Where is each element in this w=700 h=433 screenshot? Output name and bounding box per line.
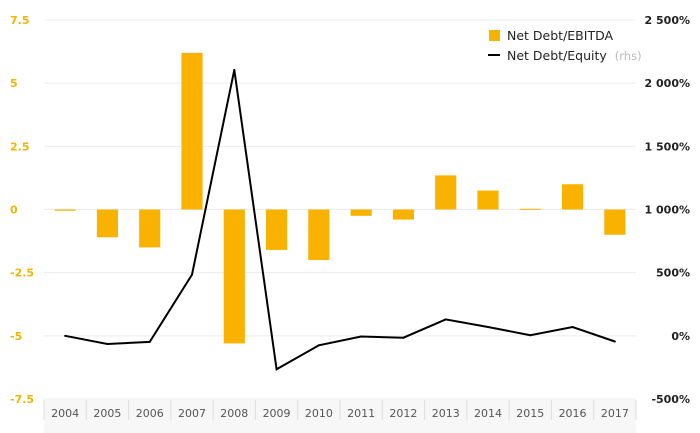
bar-2004 bbox=[54, 209, 76, 211]
x-tick-label-2005: 2005 bbox=[93, 407, 121, 420]
right-tick-label: 500% bbox=[656, 267, 690, 280]
line-point-2016 bbox=[571, 325, 574, 328]
left-tick-label: 2.5 bbox=[10, 140, 30, 153]
left-tick-label: -5 bbox=[10, 330, 22, 343]
x-tick-label-2014: 2014 bbox=[474, 407, 502, 420]
x-tick-label-2016: 2016 bbox=[559, 407, 587, 420]
left-tick-label: 0 bbox=[10, 204, 18, 217]
left-y-axis: 7.5 5 2.5 0 -2.5 -5 -7.5 bbox=[10, 14, 34, 406]
line-point-2015 bbox=[529, 334, 532, 337]
line-point-2017 bbox=[613, 340, 616, 343]
left-tick-label: 5 bbox=[10, 77, 18, 90]
legend-label-bar: Net Debt/EBITDA bbox=[507, 28, 613, 43]
line-path bbox=[64, 69, 616, 371]
bar-2017 bbox=[604, 209, 626, 235]
bar-2015 bbox=[519, 208, 541, 210]
legend: Net Debt/EBITDA Net Debt/Equity (rhs) bbox=[488, 28, 642, 63]
line-point-2009 bbox=[275, 368, 278, 371]
bar-2008 bbox=[223, 209, 245, 344]
right-tick-label: 2 000% bbox=[645, 77, 690, 90]
right-tick-label: -500% bbox=[651, 393, 690, 406]
right-tick-label: 1 500% bbox=[645, 140, 690, 153]
line-point-2013 bbox=[444, 318, 447, 321]
bar-2013 bbox=[435, 175, 457, 210]
bar-2016 bbox=[562, 184, 584, 210]
legend-label-line: Net Debt/Equity (rhs) bbox=[507, 48, 642, 63]
legend-label-line-suffix: (rhs) bbox=[615, 49, 642, 63]
bar-2010 bbox=[308, 209, 330, 261]
line-point-2011 bbox=[360, 335, 363, 338]
x-tick-label-2017: 2017 bbox=[601, 407, 629, 420]
x-tick-label-2012: 2012 bbox=[389, 407, 417, 420]
x-tick-label-2011: 2011 bbox=[347, 407, 375, 420]
x-tick-label-2013: 2013 bbox=[432, 407, 460, 420]
x-tick-label-2009: 2009 bbox=[263, 407, 291, 420]
line-point-2012 bbox=[402, 336, 405, 339]
line-point-2010 bbox=[317, 344, 320, 347]
x-tick-label-2007: 2007 bbox=[178, 407, 206, 420]
x-axis: 2004 2005 2006 2007 2008 2009 2010 2011 2012 2013… bbox=[43, 400, 637, 420]
x-tick-label-2008: 2008 bbox=[220, 407, 248, 420]
line-point-2007 bbox=[191, 273, 193, 276]
bar-2012 bbox=[392, 209, 414, 220]
bar-2005 bbox=[96, 209, 118, 238]
bar-2009 bbox=[266, 209, 288, 250]
legend-swatch-bar bbox=[489, 30, 500, 41]
x-tick-label-2010: 2010 bbox=[305, 407, 333, 420]
bar-2011 bbox=[350, 209, 372, 216]
x-tick-label-2015: 2015 bbox=[516, 407, 544, 420]
right-y-axis: 2 500% 2 000% 1 500% 1 000% 500% 0% -500% bbox=[645, 14, 690, 406]
line-point-2005 bbox=[106, 343, 109, 346]
line-point-2014 bbox=[487, 325, 489, 328]
line-series bbox=[64, 68, 616, 371]
line-point-2006 bbox=[148, 340, 151, 343]
bar-2006 bbox=[139, 209, 161, 248]
bar-2007 bbox=[181, 52, 203, 210]
left-tick-label: 7.5 bbox=[10, 14, 30, 27]
right-tick-label: 1 000% bbox=[645, 204, 690, 217]
x-tick-label-2006: 2006 bbox=[136, 407, 164, 420]
legend-label-line-name: Net Debt/Equity bbox=[507, 48, 607, 63]
left-tick-label: -7.5 bbox=[10, 393, 34, 406]
line-point-2008 bbox=[233, 68, 236, 71]
right-tick-label: 0% bbox=[671, 330, 690, 343]
x-tick-label-2004: 2004 bbox=[51, 407, 79, 420]
line-point-2004 bbox=[64, 334, 67, 337]
right-tick-label: 2 500% bbox=[645, 14, 690, 27]
bar-series bbox=[54, 52, 626, 344]
left-tick-label: -2.5 bbox=[10, 267, 34, 280]
bar-2014 bbox=[477, 190, 499, 210]
